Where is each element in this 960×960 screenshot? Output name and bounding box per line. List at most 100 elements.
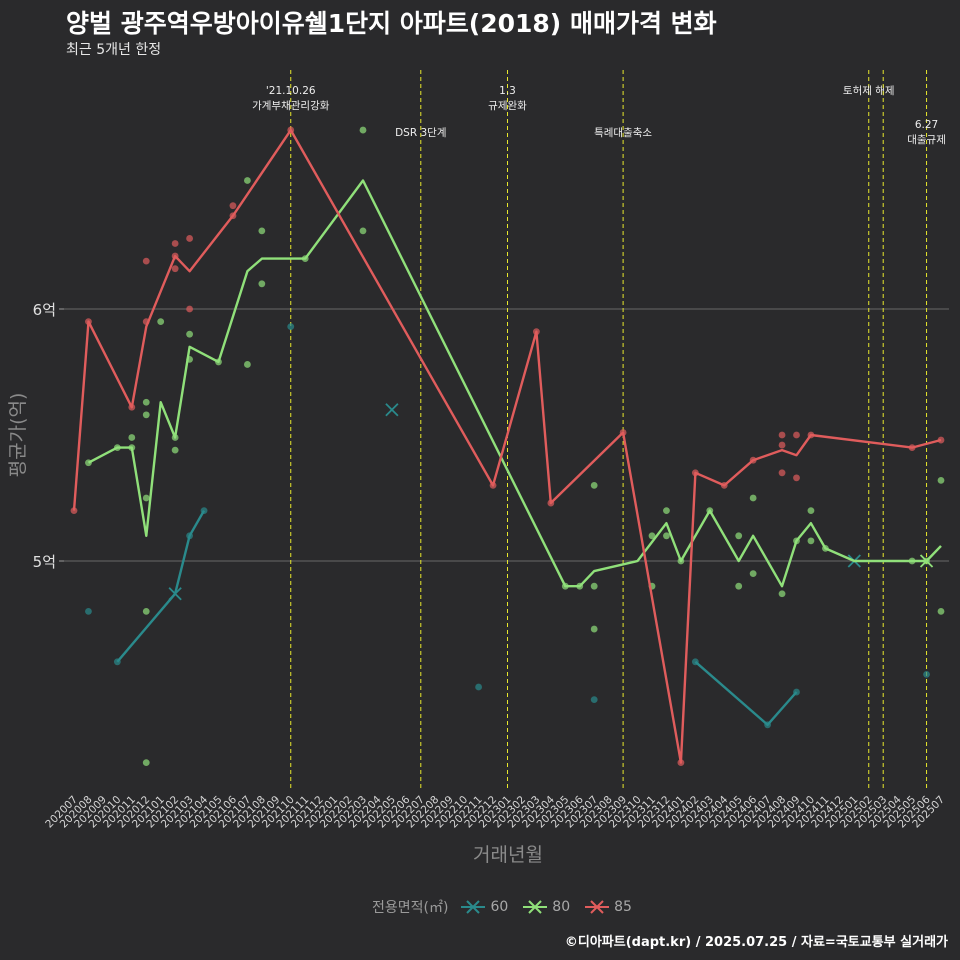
- x-mark-stroke: [168, 587, 182, 601]
- series-85-point: [793, 431, 800, 439]
- series-85-point: [171, 265, 179, 273]
- series-85-point: [287, 126, 295, 134]
- x-axis-title: 거래년월: [473, 844, 543, 866]
- series-85-point: [171, 252, 179, 260]
- series-60-point: [287, 323, 295, 331]
- series-80-point: [142, 398, 150, 406]
- series-85-point: [937, 436, 945, 444]
- series-80-point: [590, 482, 598, 489]
- series-85-point: [807, 431, 815, 439]
- series-85-point: [70, 507, 78, 514]
- series-80-point: [663, 532, 670, 540]
- source-caption: ©디아파트(dapt.kr) / 2025.07.25 / 자료=국토교통부 실…: [564, 935, 948, 950]
- series-80-point: [749, 494, 757, 502]
- series-85-point: [186, 305, 194, 313]
- series-80-point: [186, 356, 194, 363]
- chart-subtitle: 최근 5개년 한정: [66, 42, 162, 58]
- event-label: 1.3: [499, 85, 516, 97]
- series-layer: [70, 126, 945, 766]
- series-60-point: [923, 671, 930, 678]
- series-80-x-mark: [919, 554, 934, 568]
- series-80-point: [735, 532, 743, 540]
- series-60-line: [116, 510, 206, 663]
- series-80-point: [113, 444, 121, 451]
- series-80-point: [128, 444, 136, 451]
- series-80-point: [186, 330, 194, 338]
- event-label: 대출규제: [907, 134, 946, 146]
- legend-item-85: 85: [582, 897, 632, 917]
- series-85-point: [128, 403, 136, 411]
- series-80-point: [663, 507, 670, 514]
- y-tick-label: 6억: [33, 301, 56, 319]
- series-80-point: [590, 582, 598, 590]
- series-80-point: [142, 411, 150, 419]
- x-mark-stroke: [919, 554, 934, 568]
- axis-layer: 5억6억202007202008202009202010202011202012…: [33, 301, 947, 830]
- series-85-point: [778, 469, 786, 477]
- series-80-point: [85, 459, 92, 467]
- series-85-point: [229, 202, 237, 210]
- series-80-point: [749, 570, 757, 577]
- y-axis-title: 평균가(억): [7, 393, 29, 478]
- series-80-point: [937, 476, 945, 484]
- series-80-point: [778, 590, 786, 598]
- legend-item-80: 80: [520, 897, 570, 917]
- series-80-point: [258, 227, 266, 235]
- series-85-point: [720, 482, 728, 489]
- series-85-point: [677, 759, 685, 766]
- series-80-point: [908, 557, 916, 565]
- series-80-point: [142, 759, 150, 766]
- series-60-point: [186, 532, 194, 540]
- chart-title: 양벌 광주역우방아이유쉘1단지 아파트(2018) 매매가격 변화: [66, 9, 717, 38]
- series-80-point: [822, 545, 829, 552]
- event-label: 가계부채관리강화: [252, 100, 330, 112]
- series-85-point: [778, 431, 786, 439]
- series-60-x-mark: [385, 403, 399, 417]
- series-80-point: [576, 582, 584, 590]
- series-80-point: [171, 434, 179, 441]
- series-80-point: [561, 582, 569, 590]
- series-80-point: [735, 582, 743, 590]
- series-85-point: [489, 482, 497, 489]
- legend-title: 전용면적(㎡): [372, 900, 449, 916]
- legend-label-60: 60: [490, 899, 509, 915]
- series-80-point: [677, 557, 685, 565]
- series-80-point: [793, 537, 800, 545]
- series-85-point: [691, 469, 699, 477]
- series-80-point: [301, 255, 309, 262]
- series-85-point: [171, 240, 179, 247]
- series-80-line: [87, 179, 942, 588]
- series-85-point: [533, 328, 540, 336]
- legend: 전용면적(㎡) 60 80 85: [372, 896, 640, 918]
- x-mark-stroke: [385, 403, 399, 417]
- series-85-point: [142, 257, 150, 265]
- series-80-point: [128, 434, 136, 441]
- grid-layer: [64, 308, 949, 562]
- legend-label-80: 80: [552, 899, 571, 915]
- series-80-point: [807, 507, 815, 514]
- series-85-point: [749, 456, 757, 464]
- legend-label-85: 85: [614, 899, 632, 915]
- series-60-point: [764, 721, 771, 729]
- series-60-line: [694, 660, 798, 726]
- series-85-point: [142, 318, 150, 325]
- series-60-point: [113, 658, 121, 666]
- series-85-point: [229, 212, 237, 220]
- legend-key-80-icon: [523, 900, 548, 914]
- series-60-point: [475, 683, 482, 691]
- series-80-point: [590, 625, 598, 633]
- series-85-point: [619, 429, 627, 436]
- series-80-point: [244, 361, 251, 368]
- y-tick-label: 5억: [33, 553, 56, 571]
- series-60-point: [590, 696, 598, 703]
- series-85-point: [793, 474, 800, 482]
- series-85-point: [85, 318, 92, 325]
- event-label: '21.10.26: [266, 85, 316, 97]
- series-60-point: [691, 658, 699, 666]
- series-80-point: [258, 280, 266, 288]
- series-60-point: [793, 688, 800, 696]
- series-80-point: [807, 537, 815, 545]
- series-80-point: [706, 507, 714, 514]
- legend-key-85-icon: [585, 900, 610, 914]
